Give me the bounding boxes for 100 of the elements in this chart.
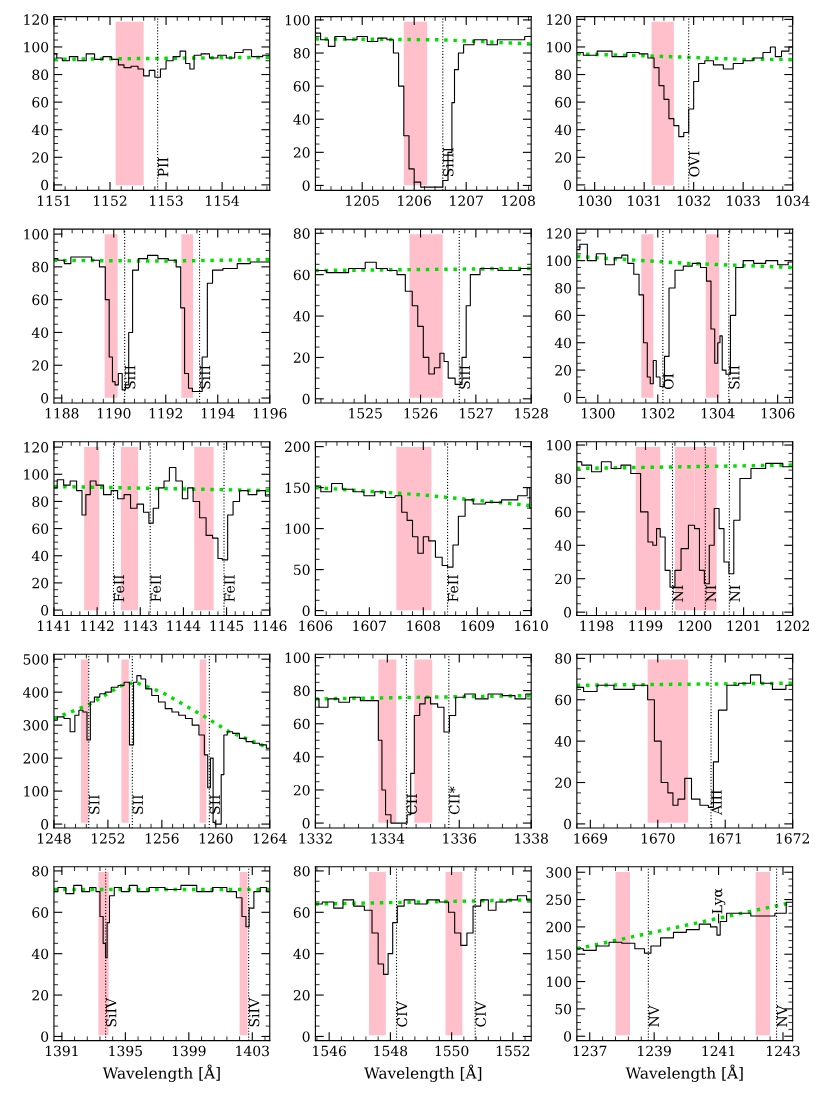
x-tick-label: 1608 (407, 620, 441, 632)
ref-line-label: FeII (448, 575, 459, 602)
y-tick-label: 50 (555, 1003, 572, 1015)
ref-line-label: SiIV (105, 997, 117, 1027)
x-tick-label: 1395 (109, 1045, 142, 1057)
ref-line-label: CIV (396, 1001, 408, 1027)
y-tick-label: 40 (554, 337, 572, 349)
ref-line-label: FeII (150, 575, 161, 602)
y-tick-label: 80 (32, 865, 49, 877)
y-tick-label: 20 (293, 352, 310, 363)
x-tick-label: 1198 (580, 620, 614, 632)
y-tick-label: 80 (555, 282, 572, 294)
y-tick-label: 0 (41, 1031, 49, 1042)
x-tick-label: 1669 (574, 833, 608, 844)
y-tick-label: 40 (293, 751, 310, 763)
x-tick-label: 1208 (502, 195, 535, 207)
y-tick-label: 100 (24, 786, 49, 797)
y-tick-label: 60 (293, 718, 310, 730)
y-tick-label: 40 (554, 124, 572, 136)
y-tick-label: 0 (41, 819, 49, 830)
x-axis-title: Wavelength [Å] (625, 1064, 743, 1083)
x-tick-label: 1243 (767, 1045, 800, 1057)
x-tick-label: 1260 (199, 833, 233, 844)
x-tick-label: 1192 (149, 408, 183, 419)
y-tick-label: 20 (32, 577, 49, 589)
y-tick-label: 100 (24, 229, 49, 240)
y-tick-label: 60 (293, 907, 310, 918)
y-tick-label: 0 (302, 180, 310, 191)
y-tick-label: 60 (32, 97, 49, 108)
y-tick-label: 0 (564, 392, 572, 403)
x-tick-label: 1152 (94, 195, 127, 207)
x-tick-label: 1525 (349, 408, 382, 419)
x-tick-label: 1336 (443, 833, 477, 844)
y-tick-label: 20 (555, 152, 572, 163)
y-tick-label: 0 (302, 1031, 310, 1042)
y-tick-label: 80 (555, 653, 572, 664)
x-tick-label: 1550 (435, 1045, 469, 1057)
y-tick-label: 100 (547, 255, 572, 267)
x-tick-label: 1202 (776, 620, 809, 632)
y-tick-label: 60 (32, 907, 49, 918)
y-tick-label: 20 (293, 784, 310, 796)
x-tick-label: 1302 (641, 408, 675, 419)
y-tick-label: 300 (23, 720, 49, 731)
y-tick-label: 20 (555, 365, 572, 376)
ref-line-label: SiII (459, 365, 471, 389)
ref-line-label: NV (776, 1005, 788, 1027)
y-tick-label: 0 (564, 179, 572, 191)
x-tick-label: 1334 (371, 833, 405, 844)
x-tick-label: 1403 (236, 1045, 269, 1057)
x-tick-label: 1548 (374, 1045, 408, 1057)
y-tick-label: 60 (32, 294, 49, 306)
x-tick-label: 1610 (515, 620, 548, 632)
y-tick-label: 100 (285, 14, 310, 26)
y-tick-label: 60 (32, 523, 49, 535)
y-tick-label: 40 (31, 948, 49, 960)
y-tick-label: 300 (546, 867, 572, 878)
ref-line-label: SiII (199, 365, 211, 389)
y-tick-label: 80 (32, 261, 49, 273)
x-tick-label: 1304 (701, 408, 735, 419)
y-tick-label: 80 (293, 685, 310, 697)
y-tick-label: 100 (24, 469, 49, 480)
y-tick-label: 0 (564, 818, 572, 830)
x-tick-label: 1237 (573, 1045, 607, 1057)
ref-line-label: OVI (688, 151, 700, 177)
ref-line-label: SiII (729, 365, 740, 389)
y-tick-label: 100 (547, 41, 572, 53)
x-tick-label: 1190 (97, 408, 131, 419)
x-tick-label: 1201 (727, 620, 760, 632)
x-tick-label: 1391 (45, 1045, 78, 1057)
y-tick-label: 120 (547, 14, 572, 25)
y-tick-label: 60 (555, 694, 572, 706)
y-tick-label: 40 (554, 736, 572, 747)
y-tick-label: 80 (555, 473, 572, 484)
y-tick-label: 0 (564, 1031, 572, 1042)
ref-line-label: FeII (113, 575, 125, 602)
y-tick-label: 80 (32, 496, 49, 507)
x-tick-label: 1526 (404, 408, 438, 419)
ref-line-label: FeII (224, 575, 235, 602)
x-tick-label: 1207 (450, 195, 483, 207)
annotation: Lyα (712, 888, 726, 914)
ref-line-label: CII* (449, 786, 460, 815)
x-tick-label: 1332 (299, 833, 332, 844)
y-tick-label: 60 (555, 506, 572, 518)
y-tick-label: 200 (23, 753, 49, 764)
x-tick-label: 1154 (206, 195, 240, 207)
y-tick-label: 60 (555, 310, 572, 321)
y-tick-label: 20 (555, 777, 572, 788)
y-tick-label: 60 (555, 97, 572, 108)
x-axis-title: Wavelength [Å] (364, 1064, 482, 1083)
x-tick-label: 1205 (346, 195, 379, 207)
y-tick-label: 200 (546, 921, 572, 933)
y-tick-label: 20 (32, 990, 49, 1001)
x-tick-label: 1252 (91, 833, 125, 844)
x-tick-label: 1144 (167, 620, 201, 631)
ref-line-label: NV (648, 1005, 660, 1027)
x-tick-label: 1606 (299, 620, 333, 632)
y-tick-label: 20 (32, 360, 49, 371)
x-tick-label: 1196 (253, 408, 287, 419)
x-tick-label: 1527 (459, 408, 493, 419)
y-tick-label: 150 (285, 482, 310, 494)
